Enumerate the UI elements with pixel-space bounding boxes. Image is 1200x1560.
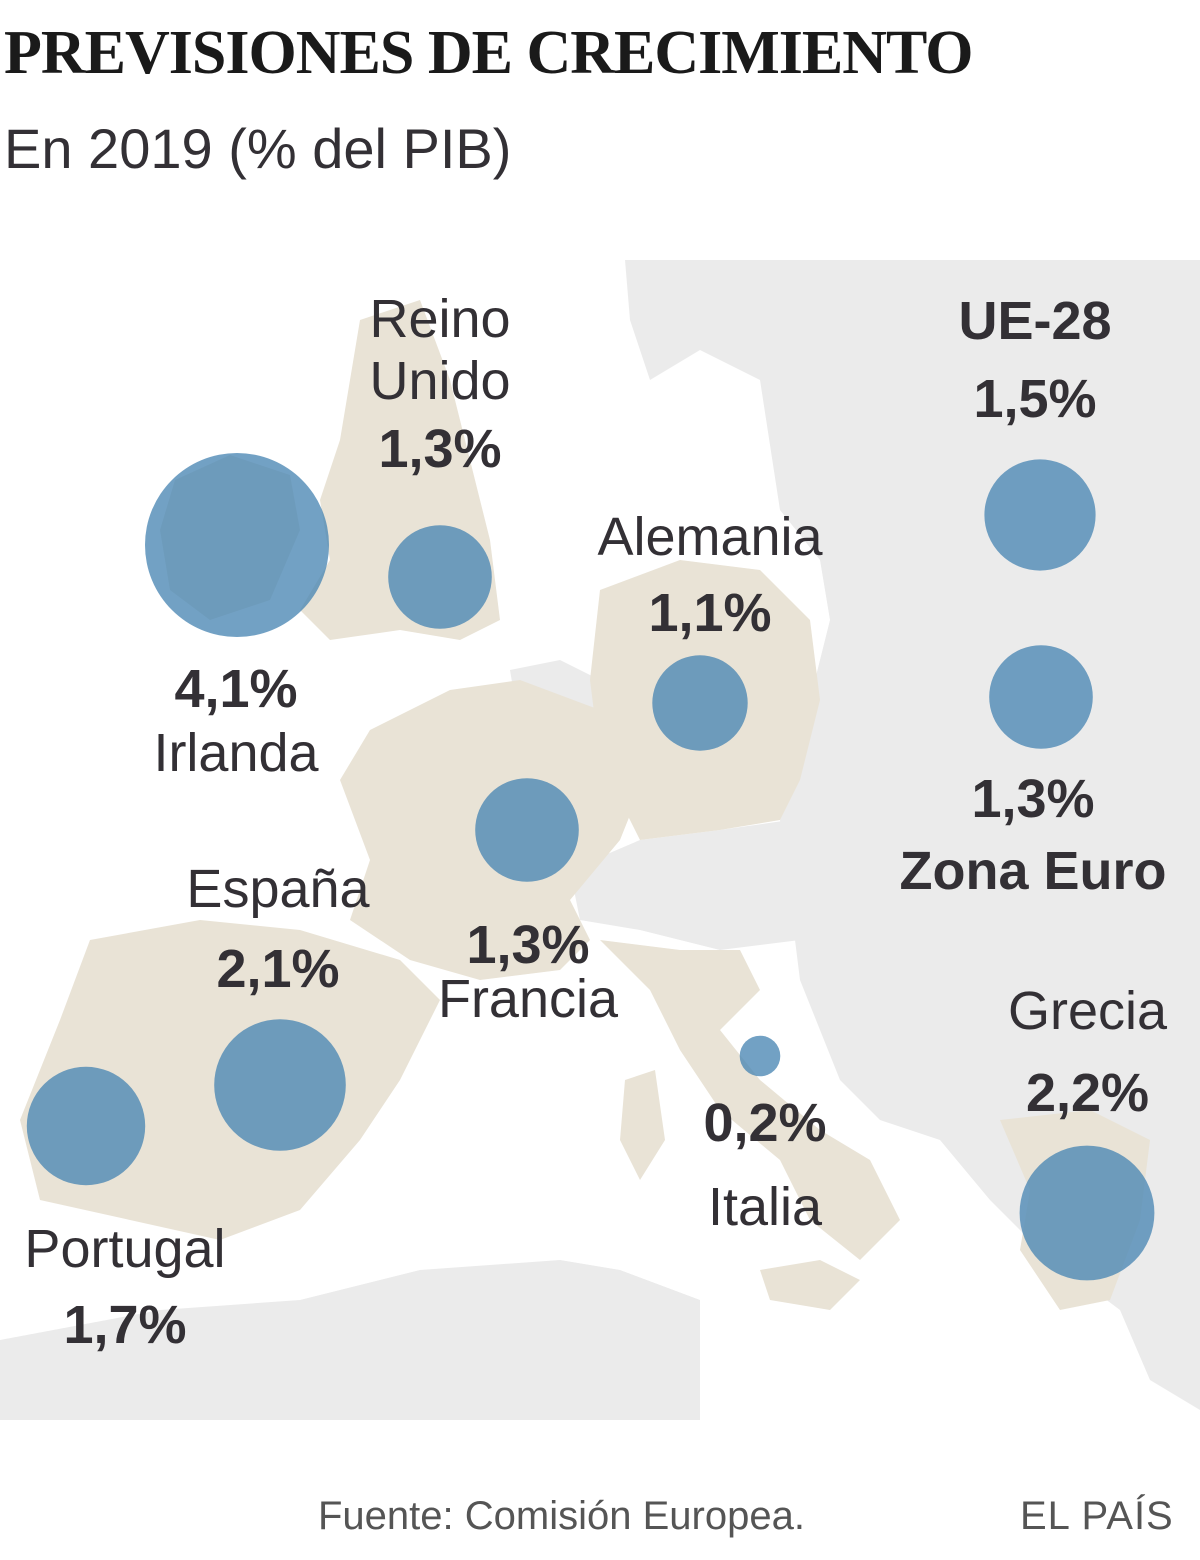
label-espana: España 2,1%	[158, 862, 398, 996]
region-name: Grecia	[1007, 981, 1168, 1041]
region-value: 2,2%	[1025, 1063, 1150, 1123]
region-name: Reino	[369, 289, 511, 349]
region-value: 1,7%	[63, 1295, 187, 1355]
land-italy	[600, 940, 900, 1260]
region-name: Alemania	[597, 507, 823, 567]
source-note: Fuente: Comisión Europea.	[318, 1494, 805, 1538]
bubble-espa-a	[214, 1019, 346, 1151]
europe-map	[0, 260, 1200, 1420]
label-portugal: Portugal 1,7%	[0, 1222, 250, 1352]
region-name: Italia	[707, 1177, 823, 1237]
page-title: PREVISIONES DE CRECIMIENTO	[4, 19, 974, 87]
region-name: Francia	[437, 969, 619, 1029]
region-name: Unido	[369, 351, 511, 411]
label-grecia: Grecia 2,2%	[975, 984, 1200, 1120]
bubble-alemania	[652, 655, 748, 751]
label-zona-euro: 1,3% Zona Euro	[866, 772, 1200, 898]
bubble-francia	[475, 778, 579, 882]
brand-logo: EL PAÍS	[1020, 1494, 1174, 1538]
region-name: UE-28	[958, 291, 1112, 351]
bubble-reino-unido	[388, 525, 492, 629]
land-sardinia	[620, 1070, 665, 1180]
region-value: 1,5%	[973, 369, 1097, 429]
label-irlanda: 4,1% Irlanda	[116, 662, 356, 780]
region-value: 1,3%	[971, 769, 1095, 829]
region-value: 4,1%	[174, 659, 298, 719]
bubble-zona-euro	[989, 645, 1093, 749]
region-value: 1,3%	[378, 419, 502, 479]
label-italia: 0,2% Italia	[660, 1096, 870, 1234]
label-alemania: Alemania 1,1%	[560, 510, 860, 640]
bubble-irlanda	[145, 453, 329, 637]
bubble-grecia	[1019, 1145, 1155, 1281]
region-value: 0,2%	[703, 1093, 827, 1153]
region-value: 2,1%	[216, 939, 340, 999]
region-value: 1,3%	[466, 915, 590, 975]
region-value: 1,1%	[648, 583, 772, 643]
label-francia: 1,3% Francia	[408, 918, 648, 1026]
land-north-africa	[0, 1260, 700, 1420]
bubble-portugal	[26, 1066, 146, 1186]
region-name: Zona Euro	[899, 841, 1167, 901]
label-ue-28: UE-28 1,5%	[925, 294, 1145, 426]
land-sicily	[760, 1260, 860, 1310]
bubble-layer	[26, 453, 1155, 1281]
region-name: Portugal	[24, 1219, 226, 1279]
bubble-ue-28	[984, 459, 1096, 571]
bubble-italia	[739, 1035, 781, 1077]
page-subtitle: En 2019 (% del PIB)	[4, 117, 512, 180]
region-name: España	[186, 859, 370, 919]
label-reino-unido: Reino Unido 1,3%	[340, 292, 540, 476]
land-switzerland-austria	[570, 820, 840, 950]
region-name: Irlanda	[153, 723, 319, 783]
